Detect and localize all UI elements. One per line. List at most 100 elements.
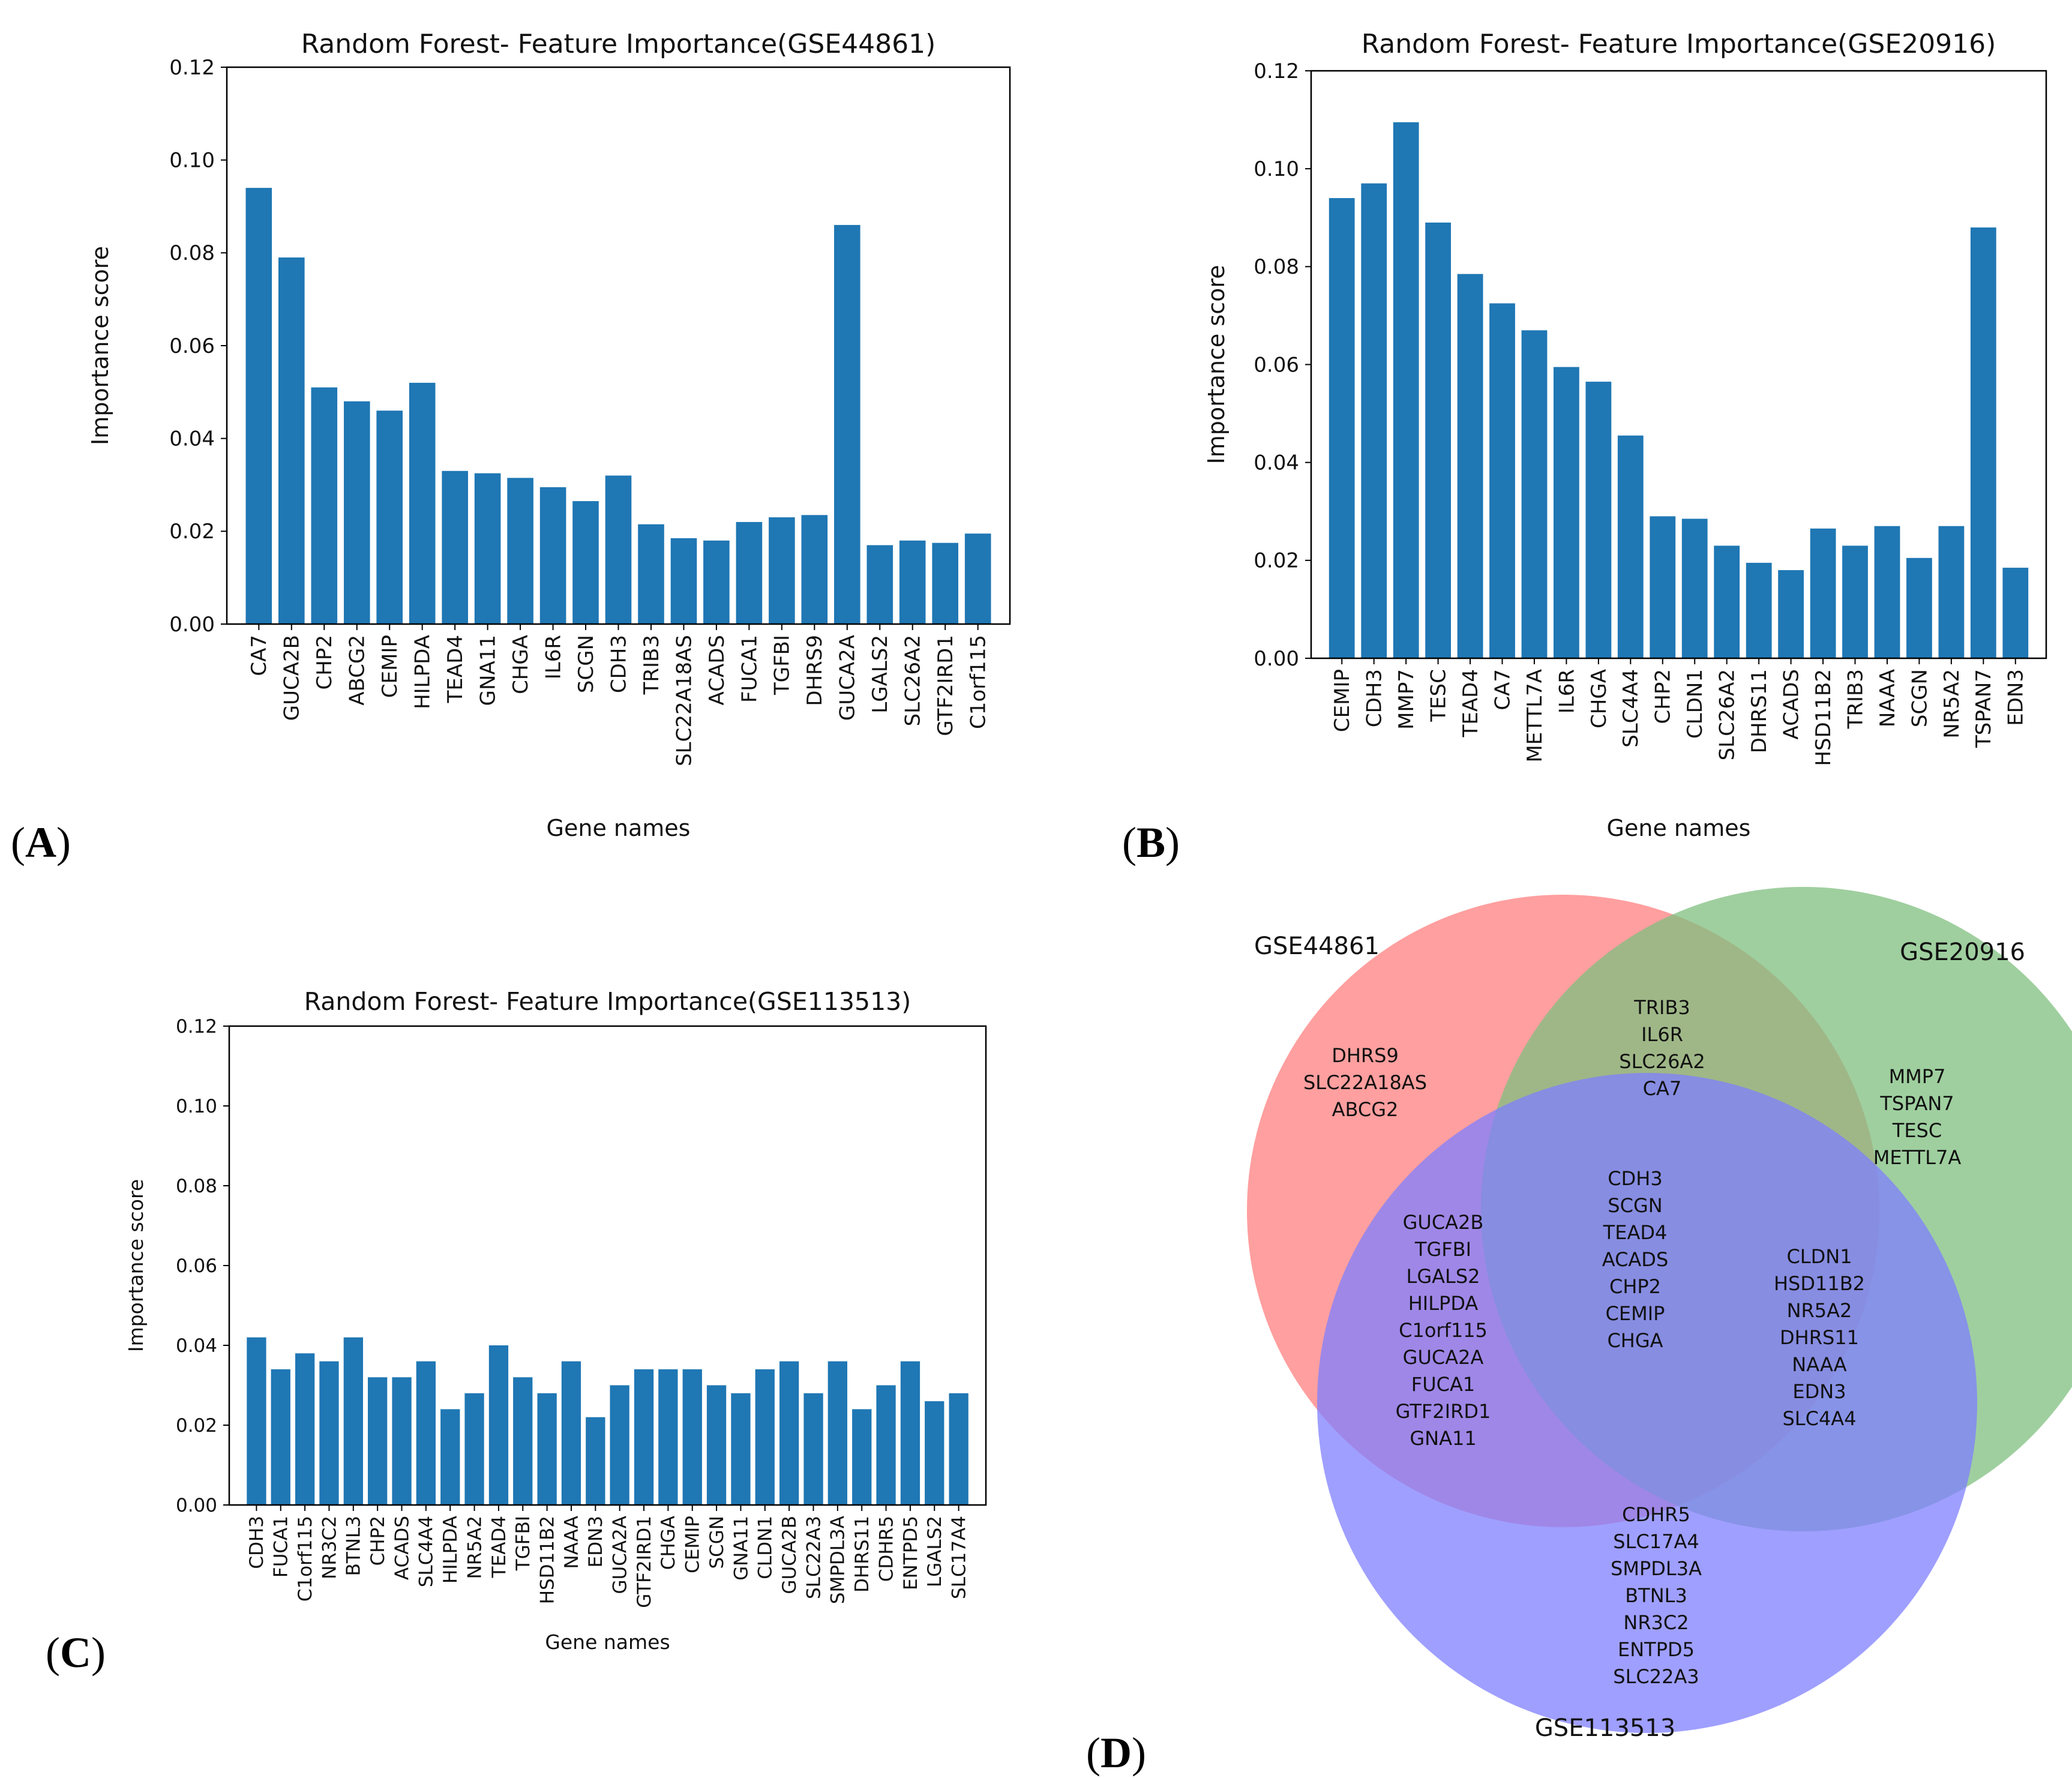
bar-chp2: [368, 1377, 388, 1505]
bar-ca7: [1489, 303, 1515, 658]
y-tick-label: 0.04: [176, 1335, 217, 1357]
x-tick-label: CEMIP: [682, 1516, 704, 1573]
x-axis-label: Gene names: [545, 1630, 670, 1654]
x-tick-label: DHRS11: [1747, 669, 1771, 753]
bar-c1orf115: [964, 533, 991, 624]
venn-set-label-gse113513: GSE113513: [1535, 1714, 1675, 1742]
venn-gene-a_only: SLC22A18AS: [1303, 1071, 1427, 1094]
x-tick-label: FUCA1: [271, 1516, 292, 1578]
venn-gene-ac: GUCA2B: [1403, 1211, 1484, 1234]
x-tick-label: SCGN: [1908, 669, 1932, 727]
x-tick-label: SLC22A18AS: [672, 635, 696, 766]
y-tick-label: 0.00: [169, 613, 215, 637]
bar-il6r: [539, 487, 566, 624]
y-tick-label: 0.02: [169, 520, 215, 544]
panel-label-b: (B): [1122, 818, 1180, 866]
panel-label-a: (A): [11, 818, 71, 866]
x-tick-label: CA7: [247, 635, 271, 676]
venn-gene-c_only: CDHR5: [1622, 1503, 1690, 1526]
bar-entpd5: [900, 1361, 920, 1505]
bar-cemip: [682, 1369, 702, 1505]
y-tick-label: 0.04: [1254, 451, 1299, 475]
x-tick-label: GUCA2A: [836, 635, 860, 721]
x-tick-label: ACADS: [1779, 669, 1803, 739]
y-tick-label: 0.02: [176, 1415, 217, 1437]
x-tick-label: CDHR5: [875, 1516, 897, 1582]
bar-ca7: [245, 188, 272, 625]
x-tick-label: CDH3: [1363, 669, 1387, 727]
x-tick-label: GTF2IRD1: [634, 1516, 655, 1608]
venn-gene-c_only: SLC22A3: [1613, 1665, 1699, 1688]
x-tick-label: GUCA2B: [280, 635, 304, 721]
x-tick-label: LGALS2: [868, 635, 892, 713]
bar-c1orf115: [295, 1353, 315, 1505]
y-tick-label: 0.02: [1254, 549, 1299, 573]
x-tick-label: ACADS: [391, 1516, 413, 1580]
x-tick-label: CA7: [1491, 669, 1515, 710]
x-tick-label: METTL7A: [1523, 669, 1547, 763]
bar-fuca1: [736, 521, 763, 624]
x-tick-label: NR5A2: [464, 1516, 485, 1579]
x-tick-label: TGFBI: [512, 1516, 534, 1571]
y-tick-label: 0.10: [176, 1096, 217, 1117]
chart-gse44861: CA7 GUCA2B CHP2 ABCG2 CEMIP HILPDA TEAD4 GNA11 C…: [87, 29, 1011, 841]
x-tick-label: SLC26A2: [1716, 669, 1740, 760]
x-tick-label: CDH3: [607, 635, 631, 693]
panel-label-c: (C): [46, 1629, 106, 1677]
chart-title: Random Forest- Feature Importance(GSE448…: [301, 29, 936, 59]
x-tick-label: HSD11B2: [1812, 669, 1836, 766]
x-tick-label: SLC22A3: [803, 1516, 824, 1599]
bar-chga: [1585, 382, 1612, 658]
x-tick-label: ABCG2: [346, 635, 370, 706]
x-tick-label: IL6R: [541, 635, 565, 679]
x-tick-label: ENTPD5: [900, 1516, 922, 1590]
x-tick-label: CDH3: [246, 1516, 268, 1569]
x-tick-label: HILPDA: [440, 1516, 461, 1584]
venn-gene-ab: IL6R: [1641, 1023, 1683, 1046]
y-tick-label: 0.12: [169, 56, 215, 80]
y-tick-label: 0.00: [176, 1495, 217, 1516]
x-tick-label: SLC4A4: [1619, 669, 1643, 748]
bar-gna11: [474, 473, 501, 624]
x-tick-label: SCGN: [706, 1516, 728, 1569]
x-tick-label: GNA11: [476, 635, 500, 706]
x-tick-label: TEAD4: [443, 635, 467, 703]
x-tick-label: TRIB3: [640, 635, 664, 695]
bar-cemip: [1329, 198, 1355, 659]
x-tick-label: GTF2IRD1: [934, 635, 958, 736]
x-tick-label: FUCA1: [737, 635, 761, 703]
venn-gene-bc: DHRS11: [1780, 1326, 1859, 1349]
x-tick-label: LGALS2: [924, 1516, 946, 1587]
x-tick-label: CHP2: [367, 1516, 389, 1566]
venn-gene-abc: SCGN: [1608, 1194, 1662, 1217]
x-tick-label: SCGN: [574, 635, 598, 693]
x-tick-label: TGFBI: [770, 635, 794, 695]
venn-gene-ac: FUCA1: [1411, 1373, 1475, 1396]
bar-nr5a2: [1938, 526, 1965, 658]
venn-gene-b_only: MMP7: [1889, 1065, 1946, 1088]
bar-tead4: [1457, 274, 1483, 659]
venn-gene-ab: TRIB3: [1633, 996, 1690, 1019]
y-tick-label: 0.06: [1254, 353, 1299, 377]
x-tick-label: MMP7: [1395, 669, 1419, 730]
venn-set-label-gse44861: GSE44861: [1254, 933, 1380, 960]
x-tick-label: SLC17A4: [948, 1516, 970, 1599]
bar-naaa: [1874, 526, 1900, 658]
bar-acads: [1778, 570, 1804, 658]
bar-hsd11b2: [537, 1393, 557, 1505]
x-tick-label: TRIB3: [1843, 669, 1867, 729]
venn-gene-bc: EDN3: [1792, 1380, 1846, 1403]
x-tick-label: GNA11: [730, 1516, 752, 1581]
venn-gene-bc: NR5A2: [1787, 1299, 1852, 1322]
venn-circle-gse113513: [1317, 1073, 1977, 1733]
bar-slc26a2: [1714, 545, 1740, 658]
bar-hsd11b2: [1810, 528, 1836, 658]
bar-slc4a4: [1617, 435, 1644, 658]
bar-chp2: [1650, 516, 1676, 658]
bar-tspan7: [1970, 227, 1996, 659]
venn-gene-abc: CHGA: [1607, 1329, 1663, 1352]
bar-tgfbi: [513, 1377, 533, 1505]
x-tick-label: CHP2: [1651, 669, 1675, 724]
bar-abcg2: [344, 401, 370, 624]
bar-naaa: [561, 1361, 581, 1505]
